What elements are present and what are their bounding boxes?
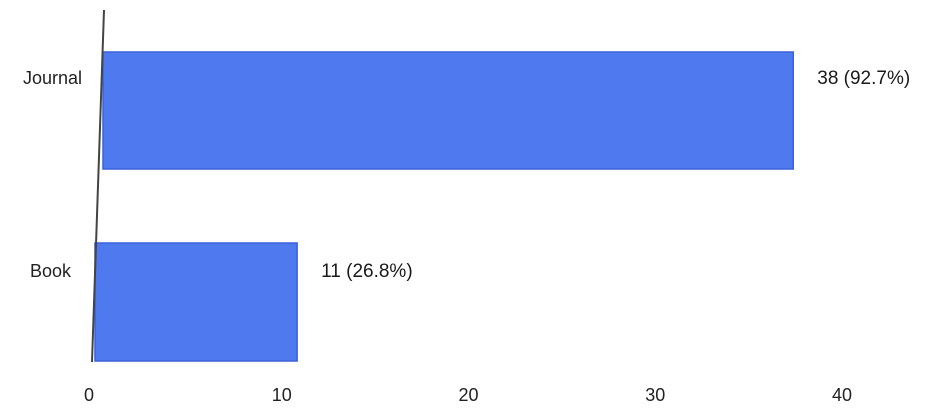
x-tick-label-0: 0	[84, 385, 94, 405]
bar-journal	[102, 51, 794, 170]
category-labels: Journal Book	[23, 68, 82, 281]
data-label-book: 11 (26.8%)	[321, 261, 413, 282]
data-label-journal: 38 (92.7%)	[817, 68, 910, 89]
data-labels: 38 (92.7%) 11 (26.8%)	[321, 68, 910, 282]
x-tick-label-40: 40	[832, 385, 852, 405]
x-tick-label-30: 30	[645, 385, 665, 405]
x-tick-label-20: 20	[458, 385, 478, 405]
category-label-journal: Journal	[23, 68, 82, 88]
y-axis-line	[91, 9, 105, 363]
bars-layer	[94, 51, 794, 362]
x-tick-labels: 0 10 20 30 40	[84, 385, 852, 405]
x-tick-label-10: 10	[272, 385, 292, 405]
bar-book	[94, 242, 298, 362]
category-label-book: Book	[30, 261, 72, 281]
